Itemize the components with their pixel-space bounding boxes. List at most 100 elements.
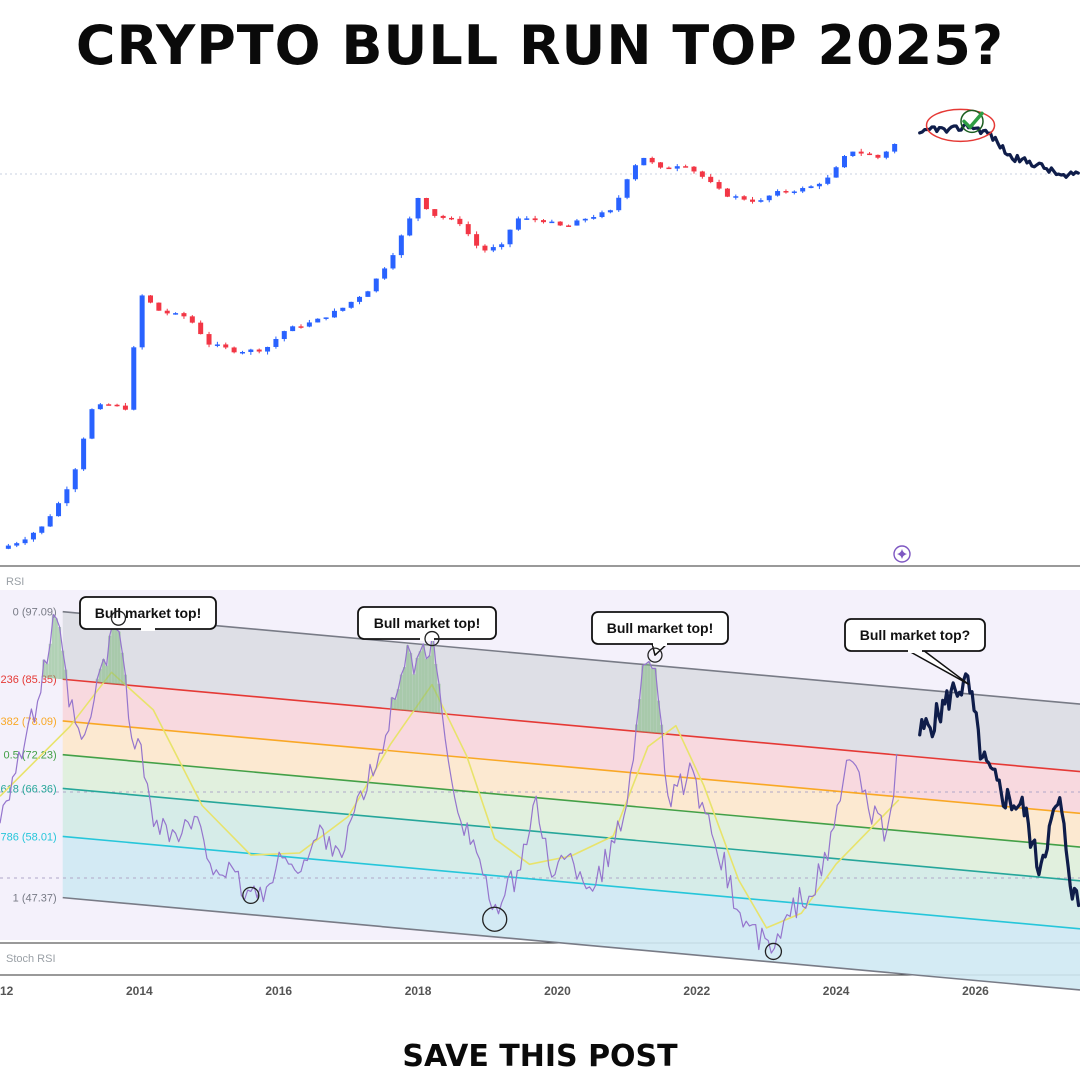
candle-down <box>557 221 563 227</box>
callout-text: Bull market top! <box>95 605 202 621</box>
candle-up <box>624 178 630 200</box>
candle-body <box>181 313 187 317</box>
candle-up <box>365 290 371 297</box>
fib-level-line <box>62 678 1080 773</box>
candle-down <box>432 209 438 218</box>
candle-up <box>47 514 53 527</box>
candle-up <box>490 244 496 253</box>
candle-body <box>415 197 421 219</box>
candle-body <box>825 177 831 184</box>
stoch-rsi-panel-label: Stoch RSI <box>6 953 56 965</box>
candle-down <box>156 302 162 311</box>
footer-cta: SAVE THIS POST <box>0 1032 1080 1080</box>
callout-text: Bull market top! <box>374 615 481 631</box>
candle-body <box>758 200 764 202</box>
candle-down <box>465 221 471 237</box>
x-axis: 2012 2014 2016 2018 2020 2022 2024 2026 <box>0 984 989 998</box>
candle-down <box>658 162 664 169</box>
fib-level-line <box>62 835 1080 930</box>
candle-body <box>390 255 396 269</box>
candle-down <box>440 214 446 220</box>
candle-up <box>265 346 271 355</box>
candle-down <box>198 320 204 335</box>
fib-band <box>62 788 1080 929</box>
fib-level-line <box>62 720 1080 815</box>
candle-body <box>265 346 271 352</box>
candle-body <box>800 188 806 192</box>
fib-band <box>62 754 1080 881</box>
candle-body <box>557 221 563 226</box>
fib-level-line <box>62 610 1080 705</box>
candle-body <box>867 153 873 156</box>
candle-body <box>47 516 53 527</box>
candle-up <box>800 186 806 194</box>
candle-body <box>649 157 655 163</box>
candle-up <box>214 341 220 348</box>
callout-bull-market-top: Bull market top! <box>591 611 729 663</box>
candle-body <box>632 165 638 180</box>
candle-body <box>733 196 739 198</box>
candle-down <box>189 315 195 324</box>
candle-body <box>164 310 170 314</box>
candle-down <box>867 151 873 156</box>
candle-down <box>875 154 881 160</box>
candle-up <box>97 403 103 410</box>
candle-body <box>22 539 28 544</box>
candle-body <box>5 545 11 549</box>
candle-body <box>298 326 304 328</box>
candle-body <box>214 344 220 346</box>
candle-body <box>365 291 371 297</box>
candle-body <box>398 235 404 256</box>
candle-body <box>72 469 78 490</box>
x-tick-label: 2012 <box>0 984 14 998</box>
candle-down <box>231 346 237 354</box>
candle-down <box>783 189 789 194</box>
candle-up <box>382 267 388 280</box>
top-highlight-circle <box>925 108 996 143</box>
candle-down <box>474 231 480 249</box>
candle-body <box>89 409 95 439</box>
candle-up <box>373 278 379 293</box>
candle-body <box>407 218 413 236</box>
save-post-text: SAVE THIS POST <box>402 1038 678 1074</box>
candle-up <box>758 198 764 203</box>
candle-up <box>56 501 62 517</box>
candle-down <box>423 197 429 210</box>
candle-body <box>816 183 822 187</box>
candle-body <box>808 186 814 189</box>
candle-down <box>223 342 229 350</box>
fib-level-line <box>62 896 1080 991</box>
x-tick-label: 2018 <box>405 984 432 998</box>
candle-body <box>281 331 287 340</box>
callout-bull-market-top: Bull market top! <box>357 606 497 647</box>
candle-body <box>273 339 279 347</box>
candle-body <box>766 195 772 201</box>
candle-body <box>666 167 672 170</box>
x-tick-label: 2014 <box>126 984 153 998</box>
candle-body <box>139 295 145 348</box>
x-tick-label: 2020 <box>544 984 571 998</box>
candle-body <box>624 179 630 198</box>
candle-body <box>658 162 664 168</box>
candle-down <box>532 215 538 223</box>
rsi-projection-line <box>918 672 1080 908</box>
candle-body <box>39 526 45 533</box>
candle-body <box>691 166 697 172</box>
candle-body <box>457 218 463 225</box>
candle-body <box>198 322 204 335</box>
candle-up <box>348 301 354 309</box>
candle-body <box>56 503 62 517</box>
candle-up <box>398 234 404 258</box>
candle-up <box>674 164 680 172</box>
candle-body <box>892 144 898 152</box>
candle-body <box>507 229 513 245</box>
candle-down <box>708 174 714 184</box>
candle-body <box>858 151 864 154</box>
candle-body <box>883 151 889 158</box>
check-circle <box>960 109 984 134</box>
fib-band <box>62 679 1080 814</box>
candle-down <box>666 166 672 170</box>
candle-up <box>390 252 396 270</box>
candle-body <box>323 317 329 319</box>
